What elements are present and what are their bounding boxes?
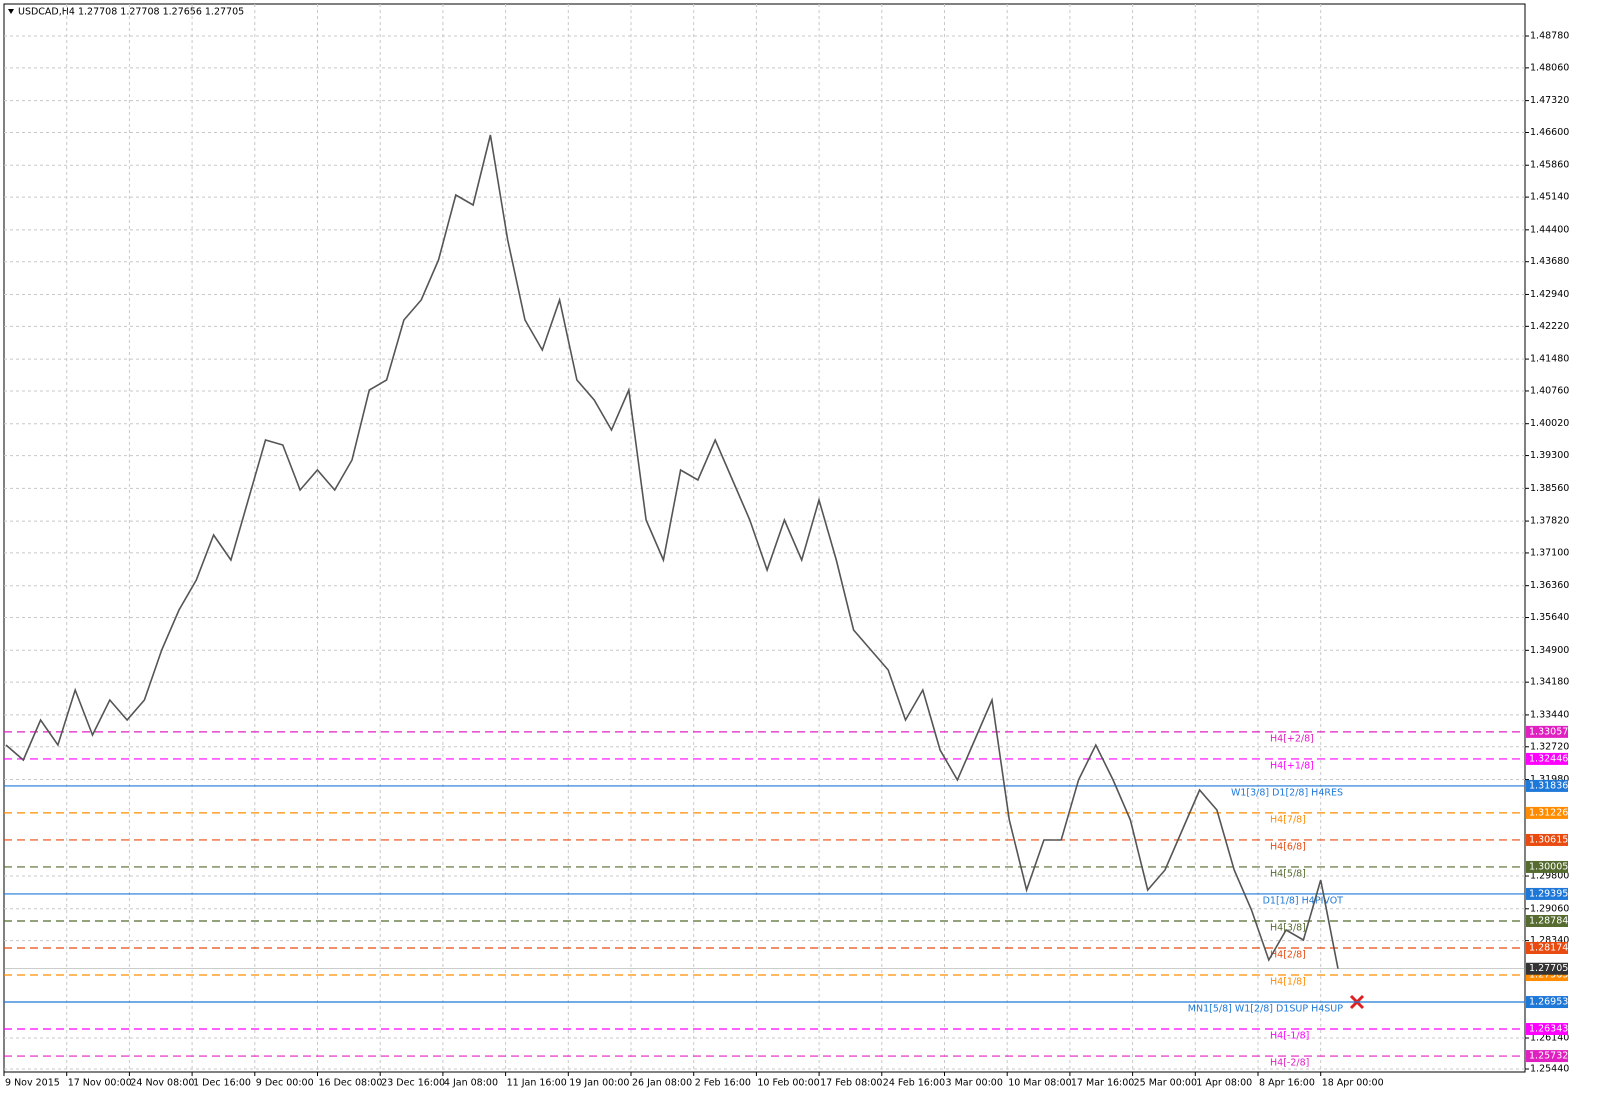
level-tag (1526, 996, 1568, 1009)
x-tick-label: 23 Dec 16:00 (381, 1078, 445, 1089)
x-tick-label: 16 Dec 08:00 (319, 1078, 383, 1089)
y-tick-label: 1.48060 (1530, 62, 1569, 73)
y-tick-label: 1.29800 (1530, 871, 1569, 882)
x-tick-label: 17 Feb 08:00 (820, 1078, 882, 1089)
level-tag (1526, 833, 1568, 846)
level-tag-label: 1.29395 (1529, 888, 1568, 899)
y-tick-label: 1.41480 (1530, 354, 1569, 365)
level-tag (1526, 860, 1568, 873)
level-label: H4[1/8] (1270, 977, 1306, 988)
x-tick-label: 9 Dec 00:00 (256, 1078, 314, 1089)
x-tick-label: 10 Mar 08:00 (1008, 1078, 1071, 1089)
level-tag-label: 1.25732 (1529, 1051, 1568, 1062)
x-tick-label: 1 Dec 16:00 (193, 1078, 251, 1089)
x-tick-label: 1 Apr 08:00 (1196, 1078, 1252, 1089)
y-tick-label: 1.40760 (1530, 385, 1569, 396)
y-tick-label: 1.44400 (1530, 224, 1569, 235)
y-tick-label: 1.48780 (1530, 30, 1569, 41)
level-label: H4[-1/8] (1270, 1031, 1309, 1042)
level-tag-label: 1.26953 (1529, 997, 1568, 1008)
level-label: H4[-2/8] (1270, 1058, 1309, 1069)
x-tick-label: 17 Mar 16:00 (1071, 1078, 1134, 1089)
level-label: H4[3/8] (1270, 922, 1306, 933)
menu-arrow[interactable] (8, 9, 14, 14)
level-tag-label: 1.30005 (1529, 861, 1568, 872)
y-tick-label: 1.35640 (1530, 612, 1569, 623)
x-tick-label: 11 Jan 16:00 (507, 1078, 567, 1089)
y-tick-label: 1.39300 (1530, 450, 1569, 461)
x-tick-label: 4 Jan 08:00 (444, 1078, 498, 1089)
y-tick-label: 1.46600 (1530, 127, 1569, 138)
level-label: H4[2/8] (1270, 949, 1306, 960)
y-tick-label: 1.47320 (1530, 95, 1569, 106)
level-tag-label: 1.31226 (1529, 807, 1568, 818)
level-tag (1526, 887, 1568, 900)
x-tick-label: 24 Feb 16:00 (883, 1078, 945, 1089)
level-tag-label: 1.33057 (1529, 726, 1568, 737)
level-tag (1526, 1023, 1568, 1036)
level-label: H4[5/8] (1270, 868, 1306, 879)
level-tag-label: 1.31836 (1529, 780, 1568, 791)
current-price-tag (1526, 962, 1568, 975)
y-tick-label: 1.37820 (1530, 516, 1569, 527)
level-tag-label: 1.26343 (1529, 1024, 1568, 1035)
x-tick-label: 25 Mar 00:00 (1134, 1078, 1197, 1089)
y-tick-label: 1.32720 (1530, 741, 1569, 752)
y-tick-label: 1.45860 (1530, 160, 1569, 171)
x-tick-label: 3 Mar 00:00 (946, 1078, 1003, 1089)
level-tag (1526, 941, 1568, 954)
y-tick-label: 1.26140 (1530, 1033, 1569, 1044)
level-label: H4[6/8] (1270, 841, 1306, 852)
level-label: W1[3/8] D1[2/8] H4RES (1231, 787, 1343, 798)
level-tag-label: 1.30615 (1529, 834, 1568, 845)
level-tag (1526, 806, 1568, 819)
level-tag (1526, 1050, 1568, 1063)
y-tick-label: 1.38560 (1530, 483, 1569, 494)
y-tick-label: 1.42940 (1530, 289, 1569, 300)
level-tag (1526, 914, 1568, 927)
y-tick-label: 1.25440 (1530, 1063, 1569, 1074)
y-tick-label: 1.34900 (1530, 645, 1569, 656)
plot-frame (3, 3, 1526, 1073)
level-tag-label: 1.28174 (1529, 942, 1568, 953)
level-label: H4[+1/8] (1270, 760, 1314, 771)
x-tick-label: 18 Apr 00:00 (1322, 1078, 1384, 1089)
y-tick-label: 1.34180 (1530, 677, 1569, 688)
level-label: H4[7/8] (1270, 814, 1306, 825)
x-tick-label: 19 Jan 00:00 (569, 1078, 629, 1089)
y-tick-label: 1.33440 (1530, 709, 1569, 720)
level-label: D1[1/8] H4PIVOT (1263, 895, 1344, 906)
x-tick-label: 9 Nov 2015 (5, 1078, 60, 1089)
level-tag (1526, 779, 1568, 792)
chart-title: USDCAD,H4 1.27708 1.27708 1.27656 1.2770… (18, 7, 244, 18)
y-tick-label: 1.37100 (1530, 547, 1569, 558)
y-tick-label: 1.43680 (1530, 256, 1569, 267)
x-tick-label: 8 Apr 16:00 (1259, 1078, 1315, 1089)
level-tag (1526, 725, 1568, 738)
y-tick-label: 1.42220 (1530, 321, 1569, 332)
level-tag-label: 1.32446 (1529, 753, 1568, 764)
x-tick-label: 17 Nov 00:00 (68, 1078, 132, 1089)
level-tag (1526, 752, 1568, 765)
level-label: H4[+2/8] (1270, 733, 1314, 744)
y-tick-label: 1.28340 (1530, 935, 1569, 946)
y-tick-label: 1.45140 (1530, 192, 1569, 203)
y-tick-label: 1.40020 (1530, 418, 1569, 429)
y-tick-label: 1.31980 (1530, 774, 1569, 785)
y-tick-label: 1.29060 (1530, 903, 1569, 914)
x-tick-label: 2 Feb 16:00 (695, 1078, 751, 1089)
x-tick-label: 26 Jan 08:00 (632, 1078, 692, 1089)
level-tag-label: 1.28784 (1529, 915, 1568, 926)
level-tag-label: 1.27563 (1529, 970, 1568, 981)
y-tick-label: 1.36360 (1530, 580, 1569, 591)
x-tick-label: 24 Nov 08:00 (130, 1078, 194, 1089)
level-label: MN1[5/8] W1[2/8] D1SUP H4SUP (1188, 1004, 1343, 1015)
price-line (5, 134, 1339, 969)
x-tick-label: 10 Feb 00:00 (757, 1078, 819, 1089)
current-price-label: 1.27705 (1529, 963, 1568, 974)
